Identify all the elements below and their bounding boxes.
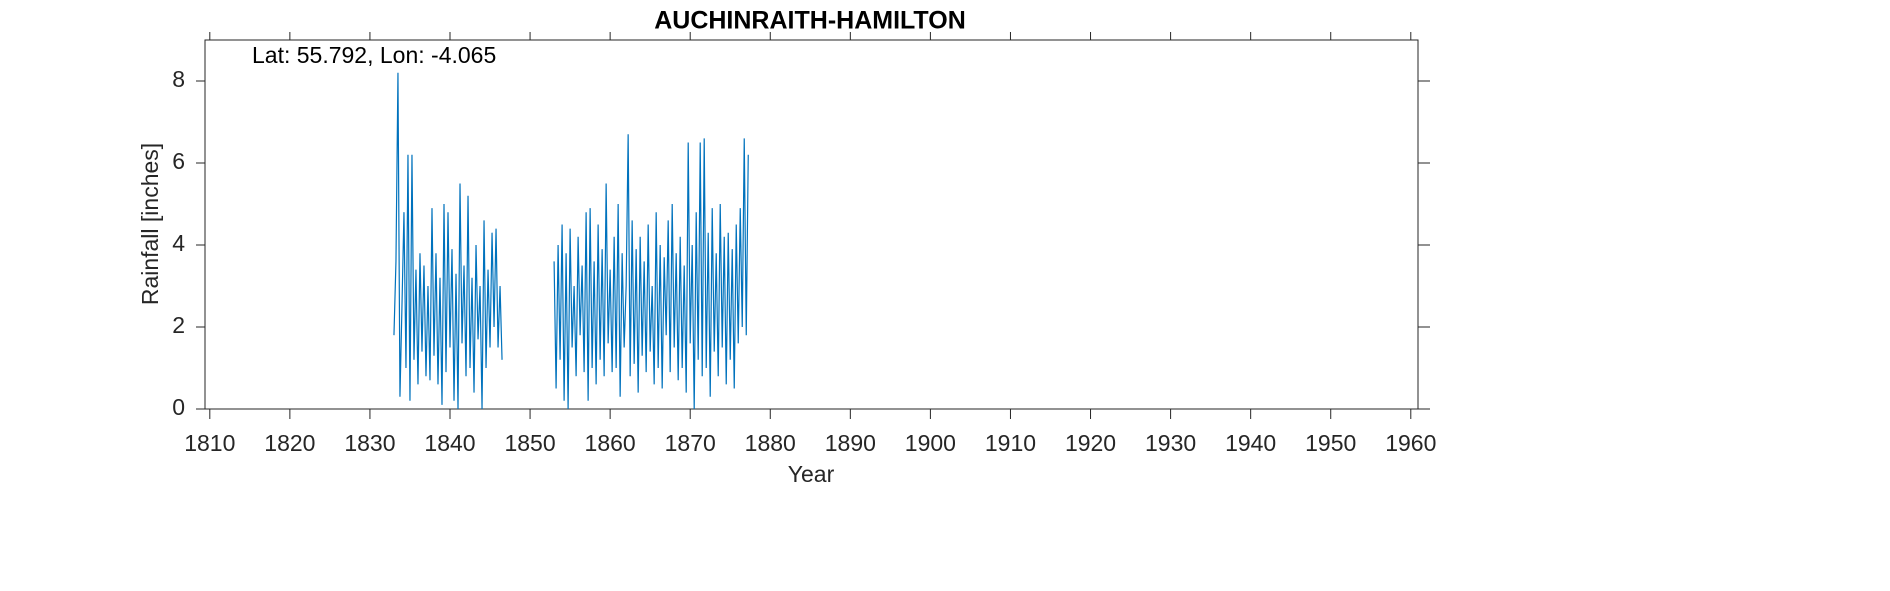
data-line xyxy=(393,72,749,410)
y-tick-label: 0 xyxy=(172,394,185,420)
x-tick-label: 1860 xyxy=(585,430,636,456)
x-tick-label: 1920 xyxy=(1065,430,1116,456)
chart-title: AUCHINRAITH-HAMILTON xyxy=(654,7,966,35)
x-tick-label: 1820 xyxy=(264,430,315,456)
x-axis-label: Year xyxy=(788,461,835,487)
x-tick-label: 1940 xyxy=(1225,430,1276,456)
y-tick-label: 8 xyxy=(172,66,185,92)
y-tick-label: 6 xyxy=(172,148,185,174)
x-tick-label: 1910 xyxy=(985,430,1036,456)
x-tick-label: 1900 xyxy=(905,430,956,456)
x-tick-label: 1830 xyxy=(344,430,395,456)
x-tick-label: 1810 xyxy=(184,430,235,456)
axes-box xyxy=(204,39,1419,410)
x-tick-label: 1960 xyxy=(1385,430,1436,456)
x-tick-label: 1840 xyxy=(424,430,475,456)
x-tick-label: 1930 xyxy=(1145,430,1196,456)
y-tick-label: 2 xyxy=(172,312,185,338)
x-tick-label: 1850 xyxy=(504,430,555,456)
y-tick-label: 4 xyxy=(172,230,185,256)
x-tick-label: 1870 xyxy=(665,430,716,456)
x-tick-label: 1950 xyxy=(1305,430,1356,456)
x-tick-label: 1890 xyxy=(825,430,876,456)
y-axis-label: Rainfall [inches] xyxy=(137,143,163,305)
x-tick-label: 1880 xyxy=(745,430,796,456)
annotation: Lat: 55.792, Lon: -4.065 xyxy=(252,42,496,68)
